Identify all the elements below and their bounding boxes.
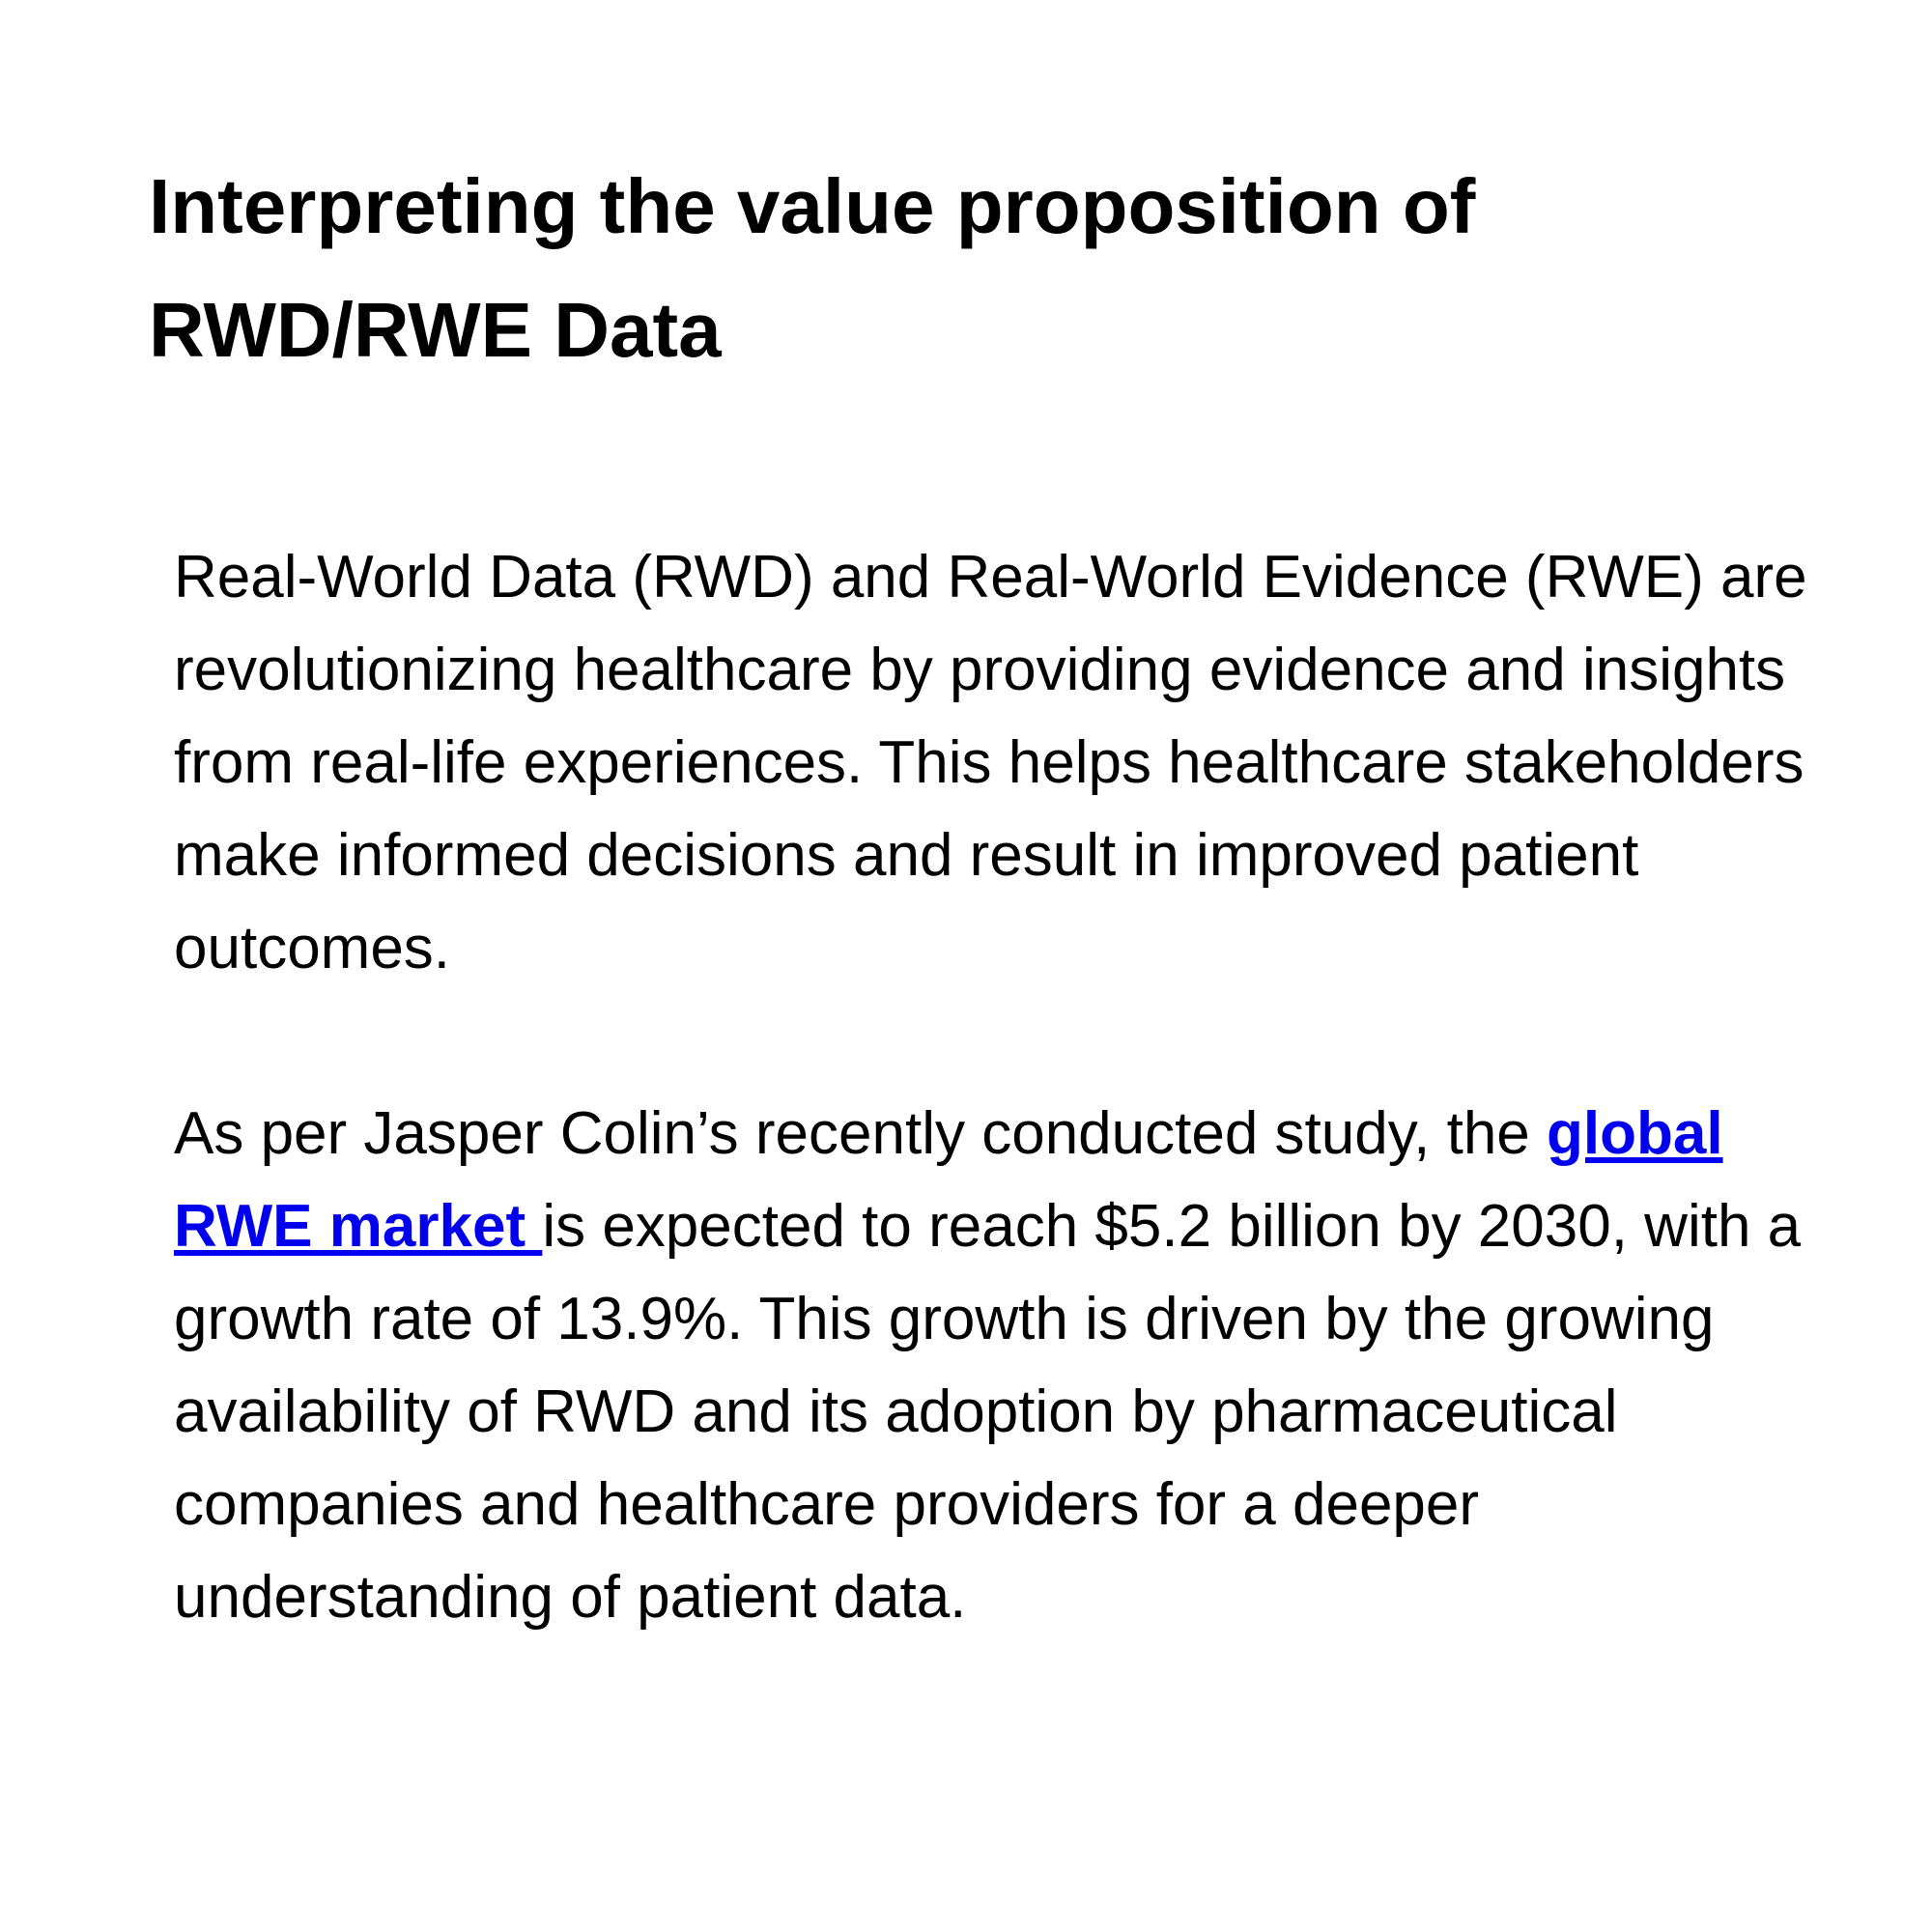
link[interactable]: global RWE market bbox=[174, 1100, 1723, 1260]
title: Interpreting the value proposition of RW… bbox=[149, 163, 1476, 373]
paragraph: Real-World Data (RWD) and Real-World Evi… bbox=[174, 544, 1807, 981]
paragraph: As per Jasper Colin’s recently conducted… bbox=[174, 1088, 1816, 1644]
body: Real-World Data (RWD) and Real-World Evi… bbox=[174, 531, 1816, 1737]
text: is expected to reach $5.2 billion by 203… bbox=[174, 1193, 1802, 1631]
text: As per Jasper Colin’s recently conducted… bbox=[174, 1100, 1548, 1167]
